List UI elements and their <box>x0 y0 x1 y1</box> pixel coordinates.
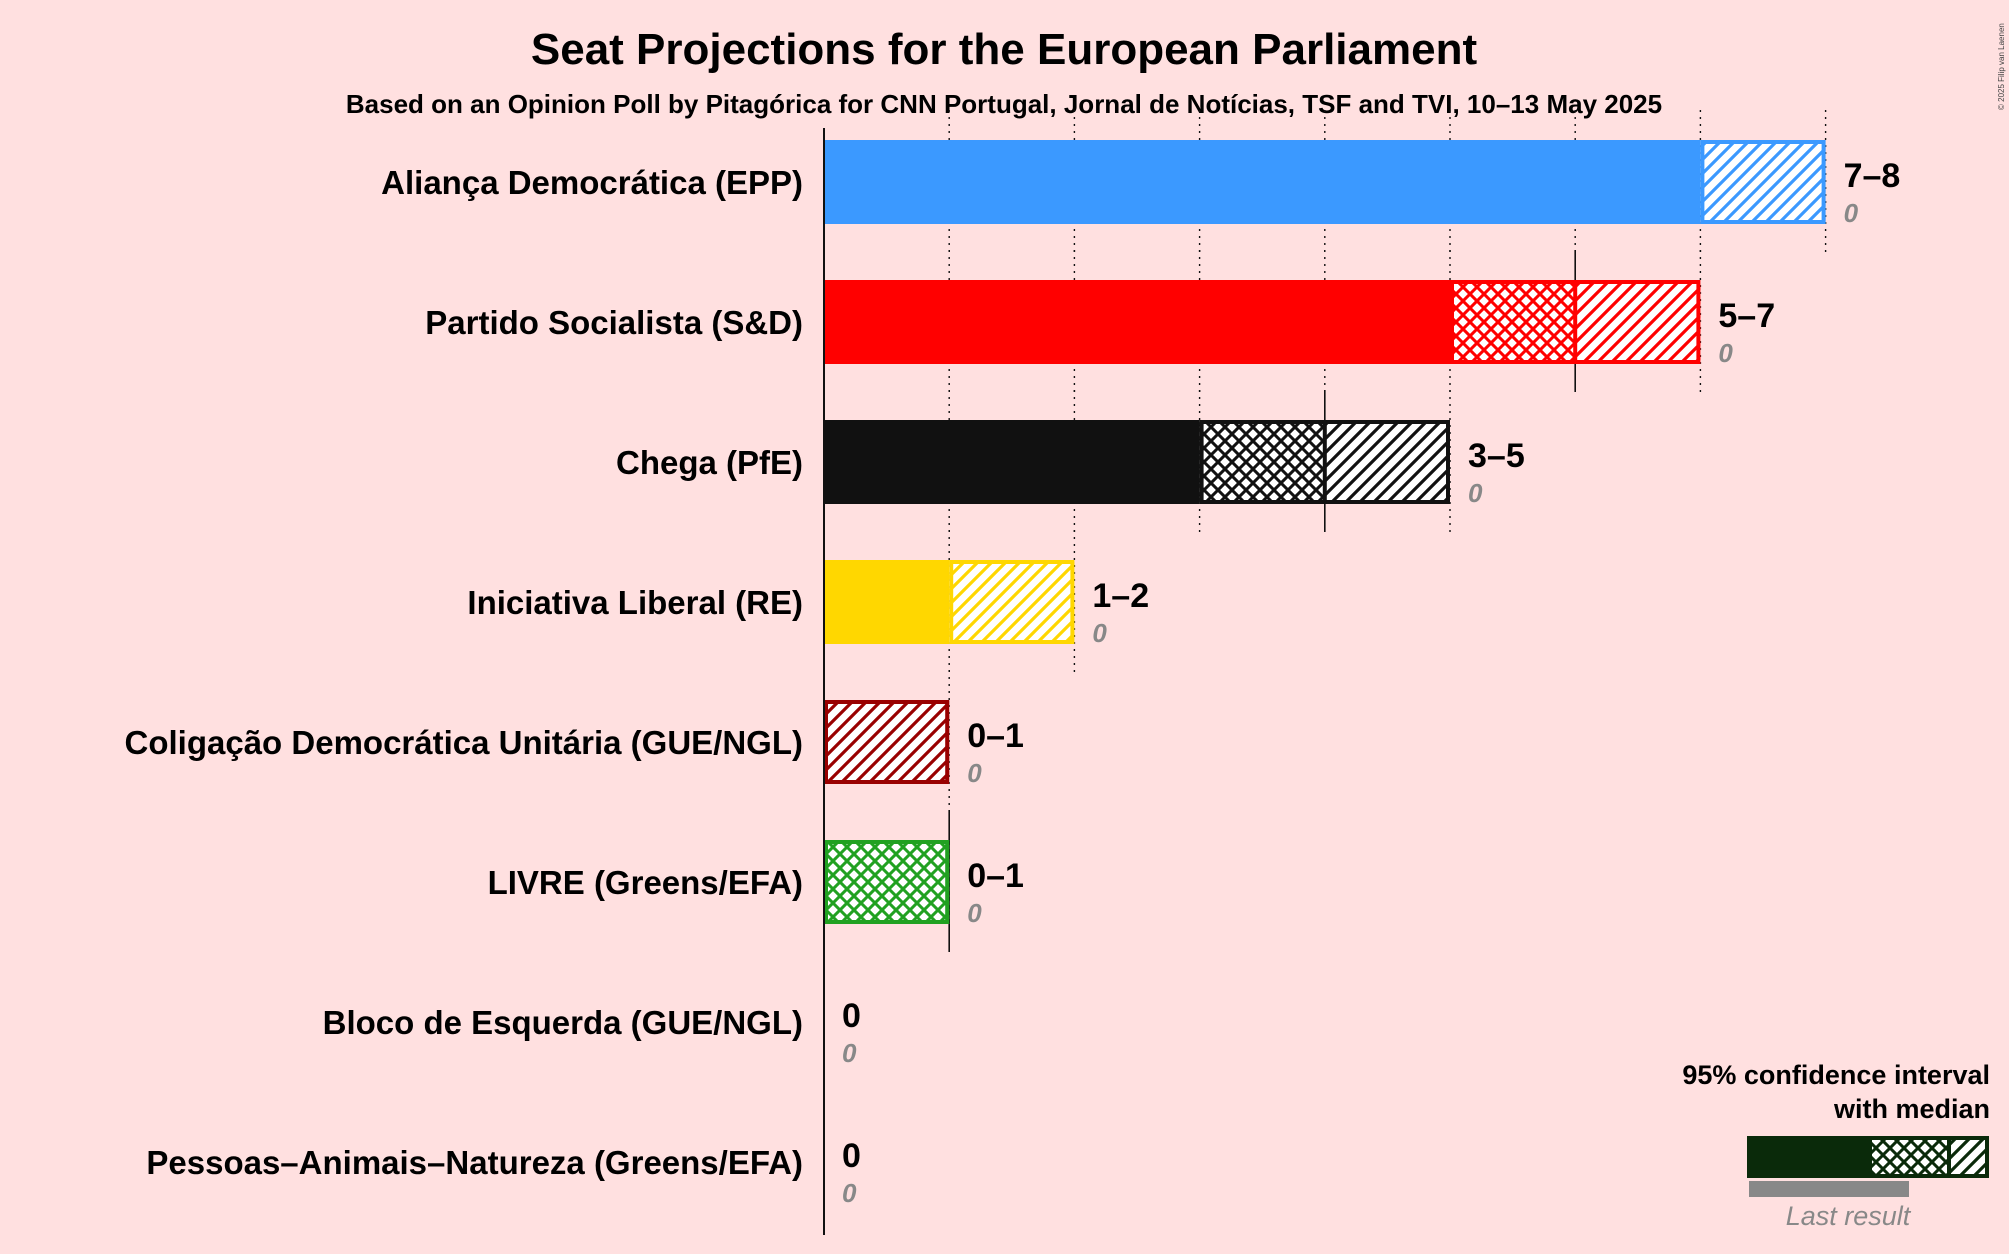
chart-subtitle: Based on an Opinion Poll by Pitagórica f… <box>346 89 1662 119</box>
bar-interval-outline-6 <box>824 840 950 924</box>
bar-upper-interval-3 <box>1324 420 1450 504</box>
legend-last-result-label: Last result <box>1786 1201 1912 1231</box>
range-label-7: 0 <box>842 997 861 1035</box>
party-label-5: Coligação Democrática Unitária (GUE/NGL) <box>125 724 803 761</box>
last-result-label-6: 0 <box>967 898 982 928</box>
legend-median-swatch <box>1869 1136 1949 1178</box>
last-result-label-1: 0 <box>1844 198 1859 228</box>
copyright-notice: © 2025 Filip van Laenen <box>1997 23 2006 110</box>
range-label-1: 7–8 <box>1844 157 1901 195</box>
bar-interval-outline-4 <box>949 560 1075 644</box>
party-row: Chega (PfE) 3–50 <box>616 420 1525 508</box>
party-label-4: Iniciativa Liberal (RE) <box>467 584 803 621</box>
last-result-label-7: 0 <box>842 1038 857 1068</box>
party-row: Bloco de Esquerda (GUE/NGL) 00 <box>323 997 861 1068</box>
party-label-1: Aliança Democrática (EPP) <box>381 164 803 201</box>
last-result-label-5: 0 <box>967 758 982 788</box>
range-label-6: 0–1 <box>967 857 1024 895</box>
bar-upper-interval-4 <box>949 560 1075 644</box>
last-result-label-2: 0 <box>1718 338 1733 368</box>
last-result-label-8: 0 <box>842 1178 857 1208</box>
bar-lower-interval-3 <box>1199 420 1325 504</box>
bar-upper-interval-2 <box>1575 280 1701 364</box>
party-row: Pessoas–Animais–Natureza (Greens/EFA) 00 <box>146 1137 861 1208</box>
legend: 95% confidence interval with median Last… <box>1682 1060 1990 1231</box>
legend-interval-outline <box>1868 1136 1989 1178</box>
range-label-4: 1–2 <box>1092 577 1149 615</box>
party-row: LIVRE (Greens/EFA) 0–10 <box>488 840 1024 928</box>
party-row: Iniciativa Liberal (RE) 1–20 <box>467 560 1149 648</box>
party-label-7: Bloco de Esquerda (GUE/NGL) <box>323 1004 803 1041</box>
bar-upper-interval-5 <box>824 700 950 784</box>
last-result-label-3: 0 <box>1468 478 1483 508</box>
bar-solid-1 <box>824 140 1701 224</box>
bar-interval-outline-5 <box>824 700 950 784</box>
bar-solid-4 <box>824 560 950 644</box>
party-label-6: LIVRE (Greens/EFA) <box>488 864 803 901</box>
chart-title: Seat Projections for the European Parlia… <box>531 25 1478 74</box>
party-label-3: Chega (PfE) <box>616 444 803 481</box>
party-label-2: Partido Socialista (S&D) <box>425 304 803 341</box>
range-label-8: 0 <box>842 1137 861 1175</box>
legend-solid-swatch <box>1747 1136 1869 1178</box>
bar-lower-interval-6 <box>824 840 950 924</box>
gridlines <box>948 110 1827 952</box>
bar-upper-interval-1 <box>1700 140 1826 224</box>
party-label-8: Pessoas–Animais–Natureza (Greens/EFA) <box>146 1144 803 1181</box>
party-row: Aliança Democrática (EPP) 7–80 <box>381 140 1900 228</box>
range-label-5: 0–1 <box>967 717 1024 755</box>
party-row: Partido Socialista (S&D) 5–70 <box>425 280 1775 368</box>
range-label-3: 3–5 <box>1468 437 1525 475</box>
bar-solid-2 <box>824 280 1450 364</box>
legend-last-result-swatch <box>1749 1181 1909 1197</box>
last-result-label-4: 0 <box>1092 618 1107 648</box>
bar-solid-3 <box>824 420 1200 504</box>
party-row: Coligação Democrática Unitária (GUE/NGL)… <box>125 700 1024 788</box>
bar-interval-outline-1 <box>1700 140 1826 224</box>
legend-upper-swatch <box>1949 1136 1989 1178</box>
legend-title-line1: 95% confidence interval <box>1682 1060 1990 1090</box>
bar-lower-interval-2 <box>1450 280 1576 364</box>
range-label-2: 5–7 <box>1718 297 1775 335</box>
legend-title-line2: with median <box>1833 1094 1990 1124</box>
